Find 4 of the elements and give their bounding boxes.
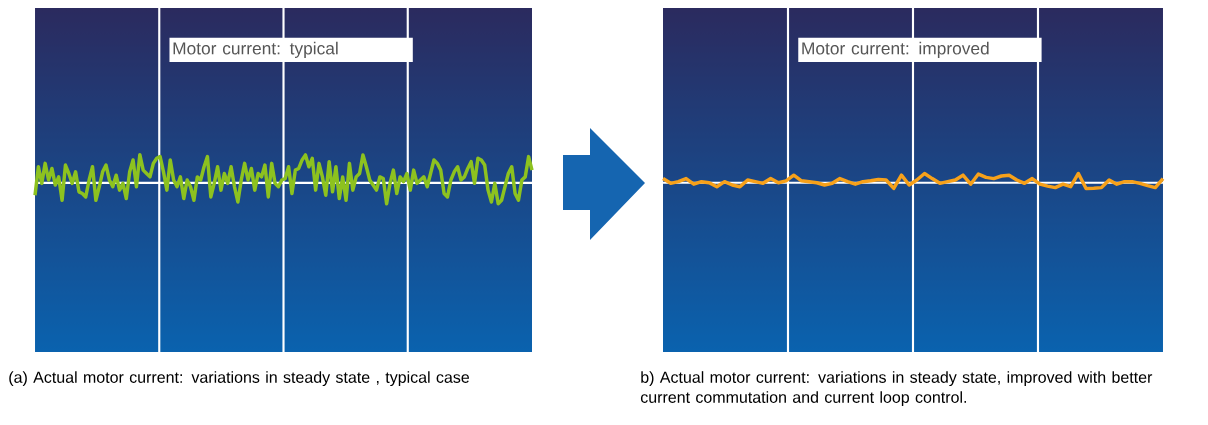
text: (a) Actual motor current: variations in steady state , typical case [9, 371, 470, 387]
chart-title: Motor current: typical [173, 41, 338, 58]
text: b) Actual motor current: variations in steady state, improved with better current commutation and current loop control. [640, 371, 1153, 407]
chart-title: Motor current: improved [802, 41, 989, 58]
